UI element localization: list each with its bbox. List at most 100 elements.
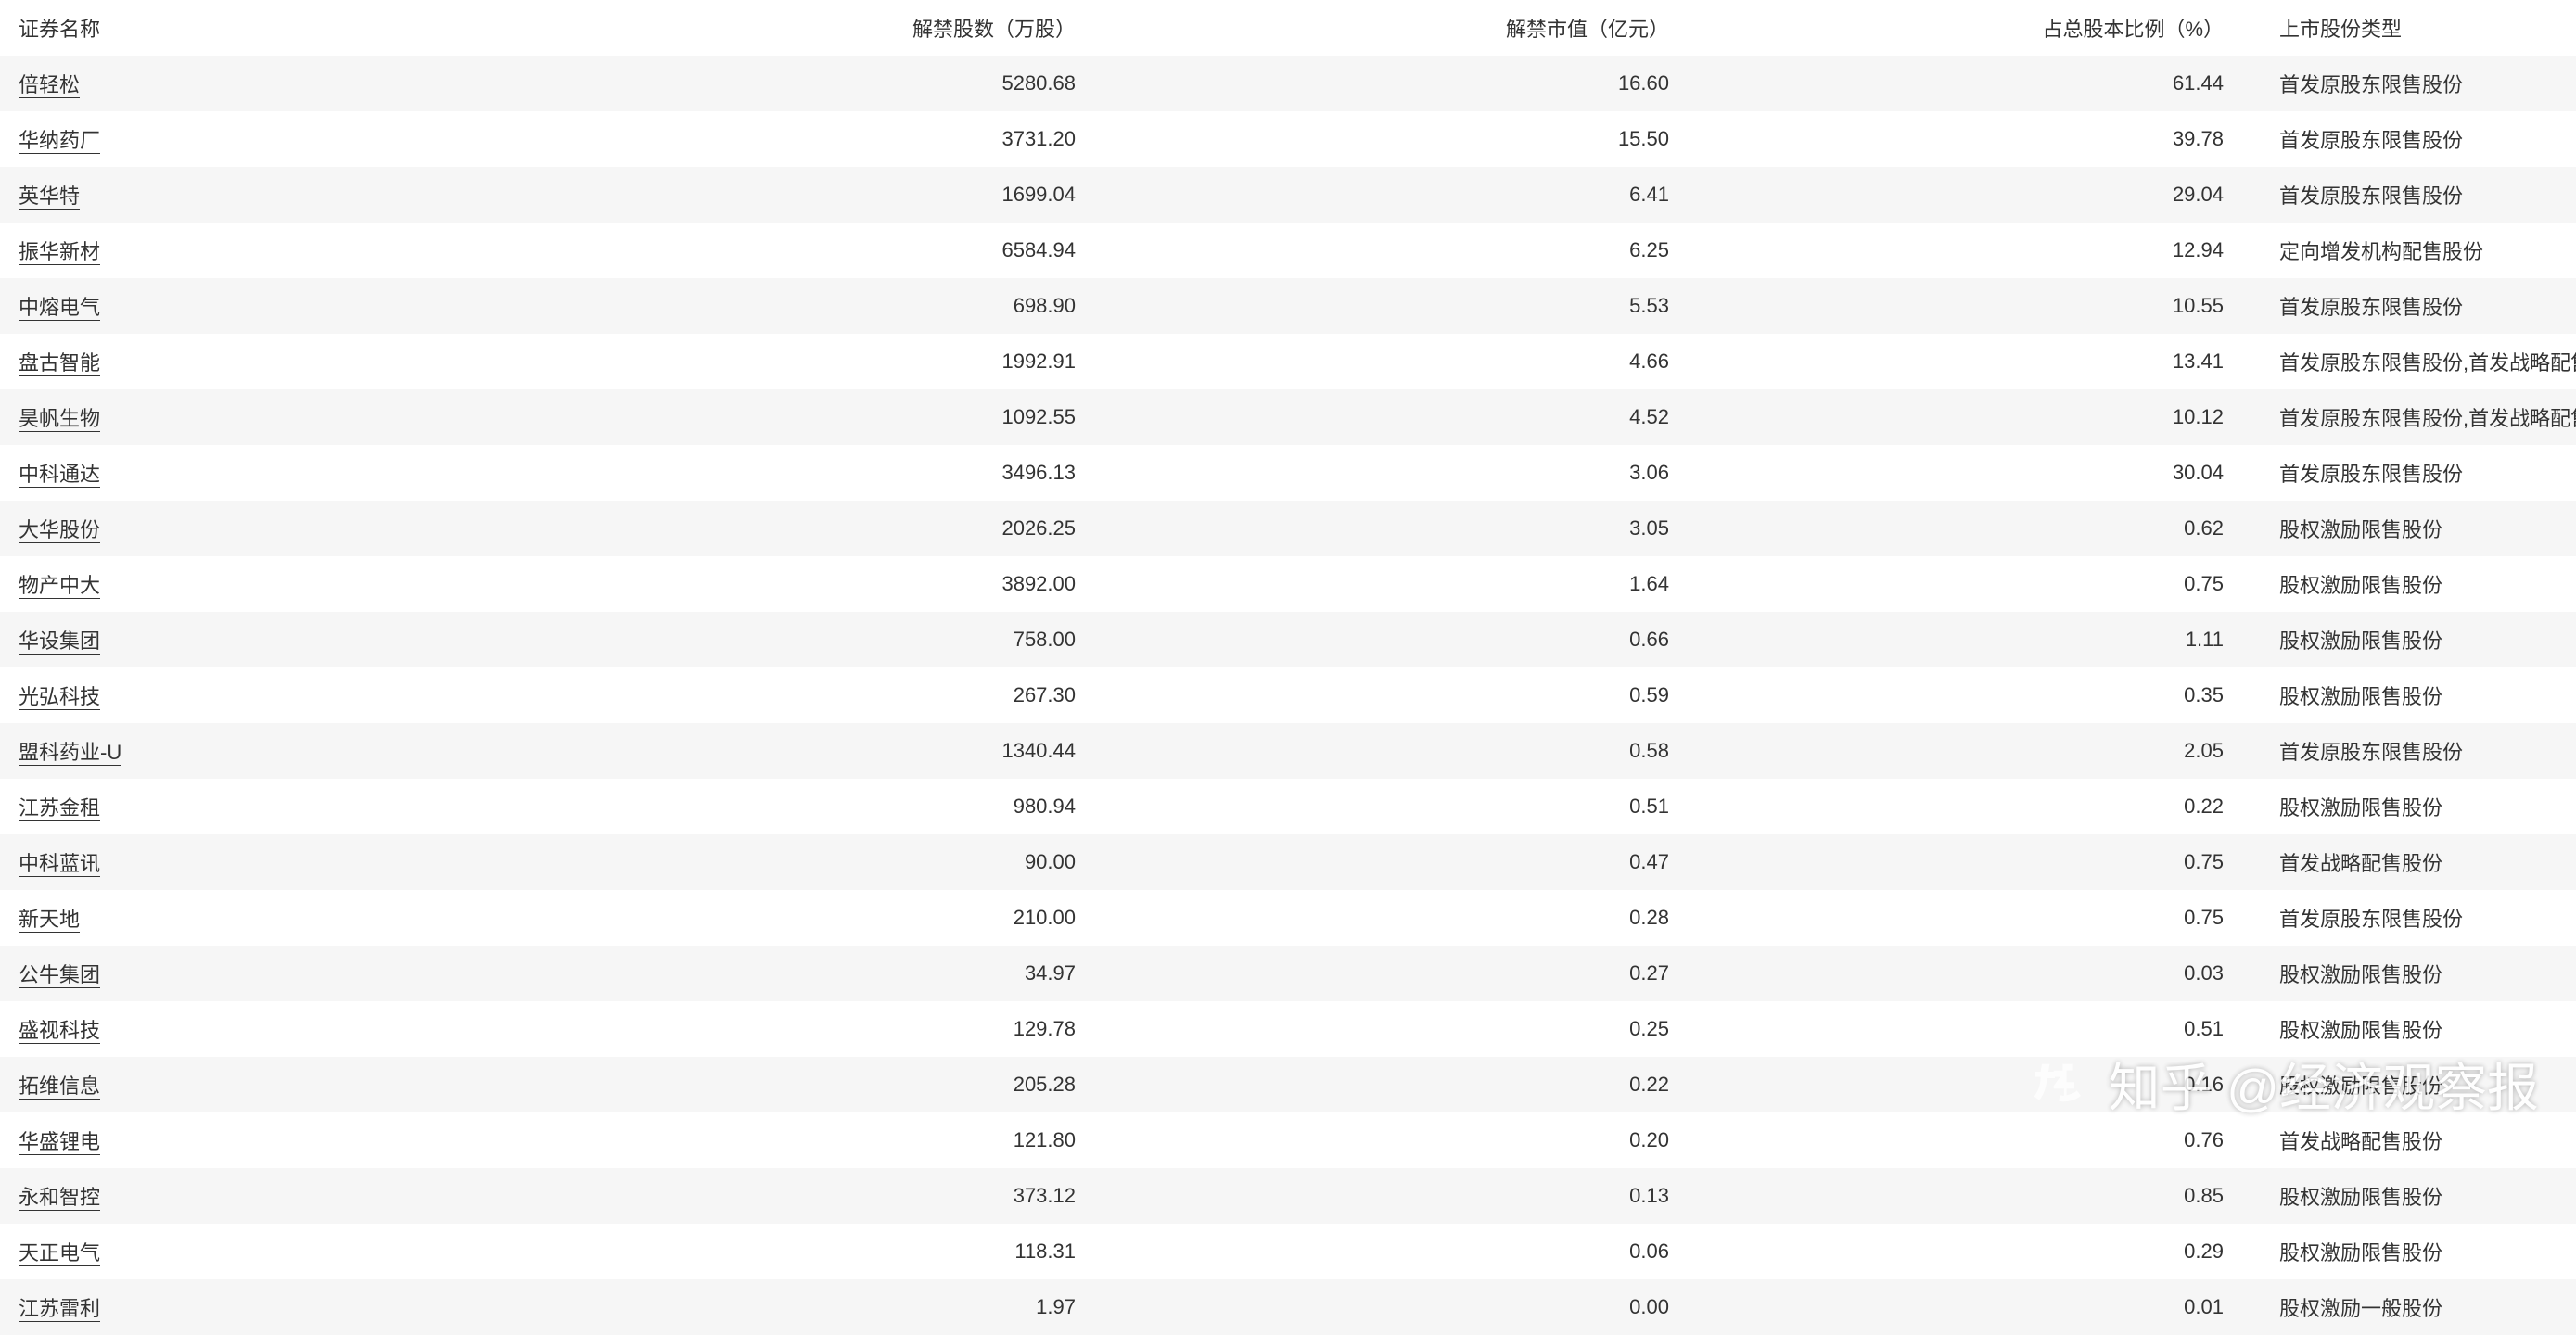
cell-shares: 3496.13 <box>501 445 1094 501</box>
cell-name: 中科通达 <box>0 445 501 501</box>
table-row: 中熔电气698.905.5310.55首发原股东限售股份 <box>0 278 2576 334</box>
cell-shares: 210.00 <box>501 890 1094 946</box>
cell-name: 光弘科技 <box>0 668 501 723</box>
cell-shares: 1092.55 <box>501 389 1094 445</box>
stock-link[interactable]: 倍轻松 <box>19 73 80 98</box>
cell-shares: 205.28 <box>501 1057 1094 1112</box>
cell-name: 公牛集团 <box>0 946 501 1001</box>
cell-value: 0.20 <box>1094 1112 1688 1168</box>
cell-value: 0.22 <box>1094 1057 1688 1112</box>
cell-shares: 1699.04 <box>501 167 1094 222</box>
cell-type: 股权激励限售股份 <box>2261 1168 2576 1224</box>
stock-link[interactable]: 英华特 <box>19 184 80 210</box>
cell-pct: 0.35 <box>1688 668 2261 723</box>
table-row: 物产中大3892.001.640.75股权激励限售股份 <box>0 556 2576 612</box>
table-body: 倍轻松5280.6816.6061.44首发原股东限售股份华纳药厂 3731.20… <box>0 56 2576 1335</box>
stock-link[interactable]: 永和智控 <box>19 1186 100 1211</box>
cell-type: 首发战略配售股份 <box>2261 834 2576 890</box>
table-row: 中科蓝讯90.000.470.75首发战略配售股份 <box>0 834 2576 890</box>
stock-link[interactable]: 中科蓝讯 <box>19 852 100 877</box>
cell-name: 天正电气 <box>0 1224 501 1279</box>
cell-shares: 698.90 <box>501 278 1094 334</box>
stock-link[interactable]: 天正电气 <box>19 1241 100 1266</box>
stock-link[interactable]: 盘古智能 <box>19 351 100 376</box>
cell-pct: 39.78 <box>1688 111 2261 167</box>
cell-pct: 12.94 <box>1688 222 2261 278</box>
stock-link[interactable]: 新天地 <box>19 908 80 933</box>
cell-type: 首发原股东限售股份 <box>2261 111 2576 167</box>
table-row: 华盛锂电121.800.200.76首发战略配售股份 <box>0 1112 2576 1168</box>
cell-name: 盛视科技 <box>0 1001 501 1057</box>
cell-value: 3.05 <box>1094 501 1688 556</box>
stock-link[interactable]: 盟科药业-U <box>19 741 121 766</box>
cell-pct: 0.76 <box>1688 1112 2261 1168</box>
stock-link[interactable]: 中熔电气 <box>19 296 100 321</box>
table-row: 公牛集团34.970.270.03股权激励限售股份 <box>0 946 2576 1001</box>
stock-link[interactable]: 物产中大 <box>19 574 100 599</box>
cell-value: 0.28 <box>1094 890 1688 946</box>
stock-link[interactable]: 拓维信息 <box>19 1074 100 1100</box>
cell-value: 15.50 <box>1094 111 1688 167</box>
table-row: 光弘科技267.300.590.35股权激励限售股份 <box>0 668 2576 723</box>
cell-shares: 758.00 <box>501 612 1094 668</box>
cell-value: 0.47 <box>1094 834 1688 890</box>
cell-type: 定向增发机构配售股份 <box>2261 222 2576 278</box>
cell-name: 永和智控 <box>0 1168 501 1224</box>
stock-link[interactable]: 华纳药厂 <box>19 129 100 154</box>
table-row: 中科通达 3496.133.0630.04首发原股东限售股份 <box>0 445 2576 501</box>
stock-link[interactable]: 江苏金租 <box>19 796 100 821</box>
cell-pct: 0.85 <box>1688 1168 2261 1224</box>
cell-type: 股权激励限售股份 <box>2261 779 2576 834</box>
table-row: 昊帆生物1092.554.5210.12首发原股东限售股份,首发战略配售股份 <box>0 389 2576 445</box>
cell-value: 16.60 <box>1094 56 1688 111</box>
cell-value: 0.00 <box>1094 1279 1688 1335</box>
cell-name: 新天地 <box>0 890 501 946</box>
cell-type: 首发原股东限售股份 <box>2261 445 2576 501</box>
col-header-value: 解禁市值（亿元） <box>1094 0 1688 56</box>
stock-link[interactable]: 光弘科技 <box>19 685 100 710</box>
table-row: 盘古智能1992.914.6613.41首发原股东限售股份,首发战略配售股份 <box>0 334 2576 389</box>
cell-value: 1.64 <box>1094 556 1688 612</box>
cell-pct: 2.05 <box>1688 723 2261 779</box>
table-row: 华纳药厂 3731.2015.5039.78首发原股东限售股份 <box>0 111 2576 167</box>
stock-link[interactable]: 昊帆生物 <box>19 407 100 432</box>
cell-pct: 0.51 <box>1688 1001 2261 1057</box>
cell-name: 江苏雷利 <box>0 1279 501 1335</box>
col-header-name: 证券名称 <box>0 0 501 56</box>
cell-pct: 30.04 <box>1688 445 2261 501</box>
stock-link[interactable]: 中科通达 <box>19 463 100 488</box>
cell-pct: 0.62 <box>1688 501 2261 556</box>
cell-name: 中科蓝讯 <box>0 834 501 890</box>
stock-link[interactable]: 公牛集团 <box>19 963 100 988</box>
table-row: 拓维信息205.280.220.16股权激励限售股份 <box>0 1057 2576 1112</box>
cell-value: 3.06 <box>1094 445 1688 501</box>
cell-type: 首发原股东限售股份 <box>2261 56 2576 111</box>
cell-value: 0.27 <box>1094 946 1688 1001</box>
cell-name: 华纳药厂 <box>0 111 501 167</box>
cell-type: 股权激励限售股份 <box>2261 501 2576 556</box>
cell-shares: 2026.25 <box>501 501 1094 556</box>
cell-pct: 0.75 <box>1688 834 2261 890</box>
cell-value: 0.59 <box>1094 668 1688 723</box>
stock-link[interactable]: 华盛锂电 <box>19 1130 100 1155</box>
stock-link[interactable]: 华设集团 <box>19 629 100 655</box>
cell-name: 中熔电气 <box>0 278 501 334</box>
cell-pct: 0.75 <box>1688 556 2261 612</box>
cell-shares: 3731.20 <box>501 111 1094 167</box>
cell-shares: 1992.91 <box>501 334 1094 389</box>
table-row: 英华特1699.046.4129.04首发原股东限售股份 <box>0 167 2576 222</box>
stock-link[interactable]: 振华新材 <box>19 240 100 265</box>
cell-type: 股权激励限售股份 <box>2261 946 2576 1001</box>
cell-name: 大华股份 <box>0 501 501 556</box>
stock-link[interactable]: 盛视科技 <box>19 1019 100 1044</box>
cell-value: 0.51 <box>1094 779 1688 834</box>
table-row: 永和智控373.120.130.85股权激励限售股份 <box>0 1168 2576 1224</box>
table-header-row: 证券名称 解禁股数（万股） 解禁市值（亿元） 占总股本比例（%） 上市股份类型 <box>0 0 2576 56</box>
table-row: 华设集团758.000.661.11股权激励限售股份 <box>0 612 2576 668</box>
stock-link[interactable]: 大华股份 <box>19 518 100 543</box>
stock-link[interactable]: 江苏雷利 <box>19 1297 100 1322</box>
table-row: 倍轻松5280.6816.6061.44首发原股东限售股份 <box>0 56 2576 111</box>
cell-type: 股权激励限售股份 <box>2261 1224 2576 1279</box>
cell-pct: 0.01 <box>1688 1279 2261 1335</box>
cell-type: 股权激励限售股份 <box>2261 612 2576 668</box>
